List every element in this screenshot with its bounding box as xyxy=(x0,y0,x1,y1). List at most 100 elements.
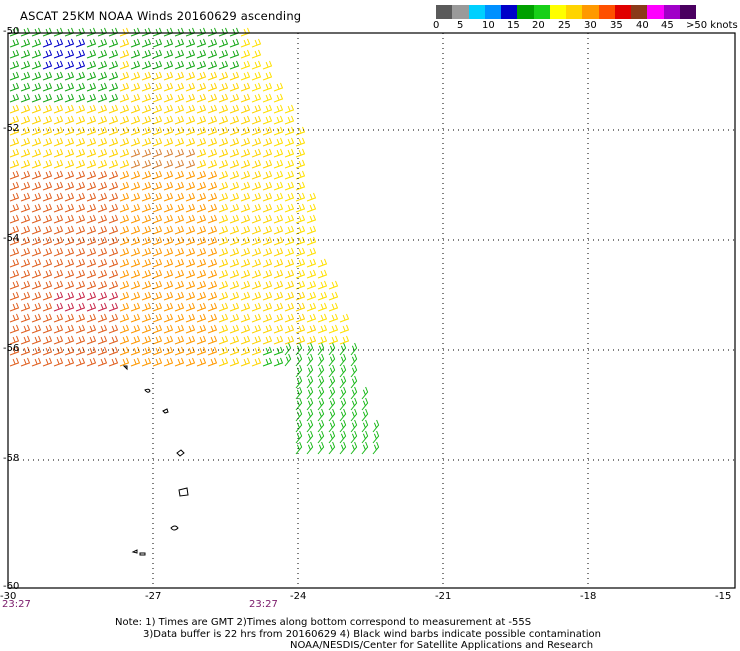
wind-barb xyxy=(152,170,163,180)
wind-barb xyxy=(174,49,185,59)
wind-barb xyxy=(240,192,251,202)
wind-barb xyxy=(20,104,31,114)
wind-barb xyxy=(372,430,380,444)
wind-barb xyxy=(174,181,185,191)
wind-barb xyxy=(350,386,358,400)
wind-barb xyxy=(295,170,306,180)
wind-barb xyxy=(130,258,141,268)
wind-barb xyxy=(240,126,251,136)
wind-barb xyxy=(141,181,152,191)
wind-barb xyxy=(295,342,303,356)
wind-barb xyxy=(86,104,97,114)
wind-barb xyxy=(20,27,31,37)
wind-barb xyxy=(196,346,207,356)
wind-barb xyxy=(207,346,218,356)
wind-barb xyxy=(251,126,262,136)
wind-barb xyxy=(207,302,218,312)
wind-barb xyxy=(174,236,185,246)
wind-barb xyxy=(185,82,196,92)
wind-barb xyxy=(218,258,229,268)
wind-barb xyxy=(86,214,97,224)
wind-barb xyxy=(339,364,347,378)
wind-barb xyxy=(75,148,86,158)
wind-barb xyxy=(328,386,336,400)
wind-barb xyxy=(284,353,292,367)
wind-barb xyxy=(86,137,97,147)
wind-barb xyxy=(284,280,295,290)
wind-barb xyxy=(119,192,130,202)
wind-barb xyxy=(53,236,64,246)
wind-barb xyxy=(251,192,262,202)
wind-barb xyxy=(240,357,251,367)
colorbar-swatch xyxy=(517,5,534,19)
colorbar-swatch xyxy=(468,5,485,19)
wind-barb xyxy=(97,60,108,70)
wind-barb xyxy=(273,269,284,279)
wind-barb xyxy=(273,335,284,345)
wind-barb xyxy=(97,181,108,191)
wind-barb xyxy=(361,386,369,400)
wind-barb xyxy=(42,170,53,180)
wind-barb xyxy=(273,346,284,356)
wind-barb xyxy=(163,302,174,312)
wind-barb xyxy=(163,93,174,103)
wind-barb xyxy=(240,49,251,59)
wind-barb xyxy=(152,82,163,92)
wind-barb xyxy=(317,430,325,444)
wind-barb xyxy=(174,192,185,202)
wind-barb xyxy=(207,93,218,103)
wind-barb xyxy=(75,181,86,191)
wind-barb xyxy=(9,324,20,334)
wind-barb xyxy=(64,203,75,213)
wind-barb xyxy=(20,357,31,367)
wind-barb xyxy=(130,346,141,356)
wind-barb xyxy=(295,335,306,345)
wind-barb xyxy=(20,38,31,48)
wind-barb xyxy=(75,60,86,70)
wind-barb xyxy=(53,49,64,59)
wind-barb xyxy=(284,269,295,279)
wind-barb xyxy=(251,225,262,235)
wind-barb xyxy=(251,49,262,59)
wind-barb xyxy=(31,148,42,158)
wind-barb xyxy=(317,269,328,279)
wind-barb xyxy=(240,280,251,290)
wind-barb xyxy=(262,203,273,213)
wind-barb xyxy=(339,335,350,345)
map-title: ASCAT 25KM NOAA Winds 20160629 ascending xyxy=(20,9,302,23)
wind-barb xyxy=(130,60,141,70)
wind-barb xyxy=(339,386,347,400)
wind-barb xyxy=(9,258,20,268)
wind-barb xyxy=(130,291,141,301)
wind-barb xyxy=(42,38,53,48)
wind-barb xyxy=(64,280,75,290)
island-outline xyxy=(170,525,179,531)
wind-barb xyxy=(108,203,119,213)
wind-barb xyxy=(108,236,119,246)
wind-barb xyxy=(97,357,108,367)
wind-barb xyxy=(174,225,185,235)
wind-barb xyxy=(240,291,251,301)
wind-barb xyxy=(42,115,53,125)
wind-barb xyxy=(152,93,163,103)
wind-barb xyxy=(20,324,31,334)
wind-barb xyxy=(262,115,273,125)
wind-barb xyxy=(130,71,141,81)
wind-barb xyxy=(218,82,229,92)
wind-barb xyxy=(75,280,86,290)
wind-barb xyxy=(42,247,53,257)
wind-barb xyxy=(240,82,251,92)
colorbar-label: 20 xyxy=(532,20,545,31)
wind-barb xyxy=(31,324,42,334)
wind-barb xyxy=(218,170,229,180)
wind-barb xyxy=(31,170,42,180)
wind-barb xyxy=(108,71,119,81)
wind-barb xyxy=(20,181,31,191)
wind-barb xyxy=(119,104,130,114)
wind-barb xyxy=(229,203,240,213)
wind-barb xyxy=(229,60,240,70)
wind-barb xyxy=(262,104,273,114)
wind-barb xyxy=(207,115,218,125)
latitude-label: -50 xyxy=(3,26,20,37)
wind-barb xyxy=(86,324,97,334)
